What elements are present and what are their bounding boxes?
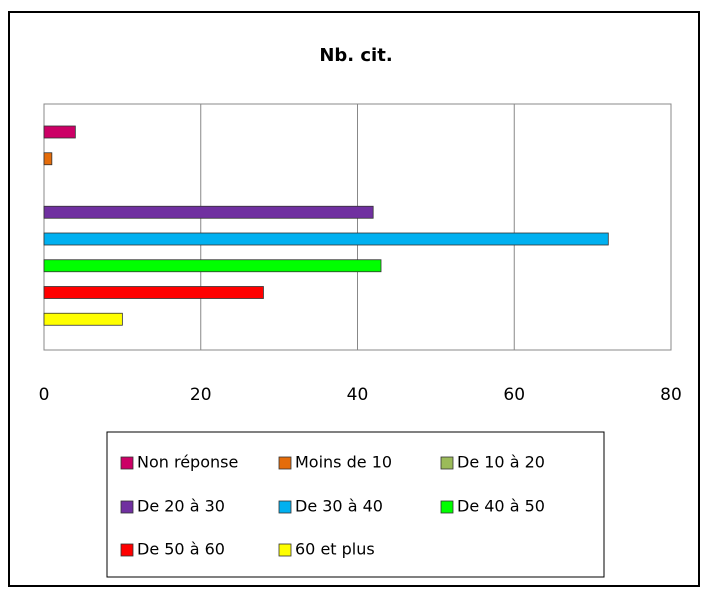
bar <box>43 232 609 246</box>
legend-swatch <box>278 543 292 557</box>
legend-swatch <box>120 456 134 470</box>
legend-swatch <box>440 500 454 514</box>
legend-swatch <box>278 456 292 470</box>
legend-label: De 50 à 60 <box>137 540 225 559</box>
legend-label: Non réponse <box>137 453 238 472</box>
chart-title: Nb. cit. <box>319 45 392 66</box>
x-tick-label: 40 <box>347 385 369 405</box>
x-tick-label: 60 <box>503 385 525 405</box>
bar <box>43 259 382 273</box>
bar <box>43 152 53 166</box>
legend-swatch <box>120 543 134 557</box>
legend-label: De 10 à 20 <box>457 453 545 472</box>
legend-swatch <box>440 456 454 470</box>
legend-label: De 40 à 50 <box>457 497 545 516</box>
legend-swatch <box>278 500 292 514</box>
legend-label: De 30 à 40 <box>295 497 383 516</box>
legend-swatch <box>120 500 134 514</box>
bar <box>43 286 264 299</box>
x-tick-label: 0 <box>39 385 50 405</box>
bar <box>43 312 123 326</box>
x-tick-label: 20 <box>190 385 212 405</box>
legend-label: De 20 à 30 <box>137 497 225 516</box>
legend-label: 60 et plus <box>295 540 375 559</box>
legend-box <box>106 431 605 578</box>
bar <box>43 205 374 219</box>
legend-label: Moins de 10 <box>295 453 392 472</box>
bar <box>43 125 76 139</box>
x-tick-label: 80 <box>660 385 682 405</box>
